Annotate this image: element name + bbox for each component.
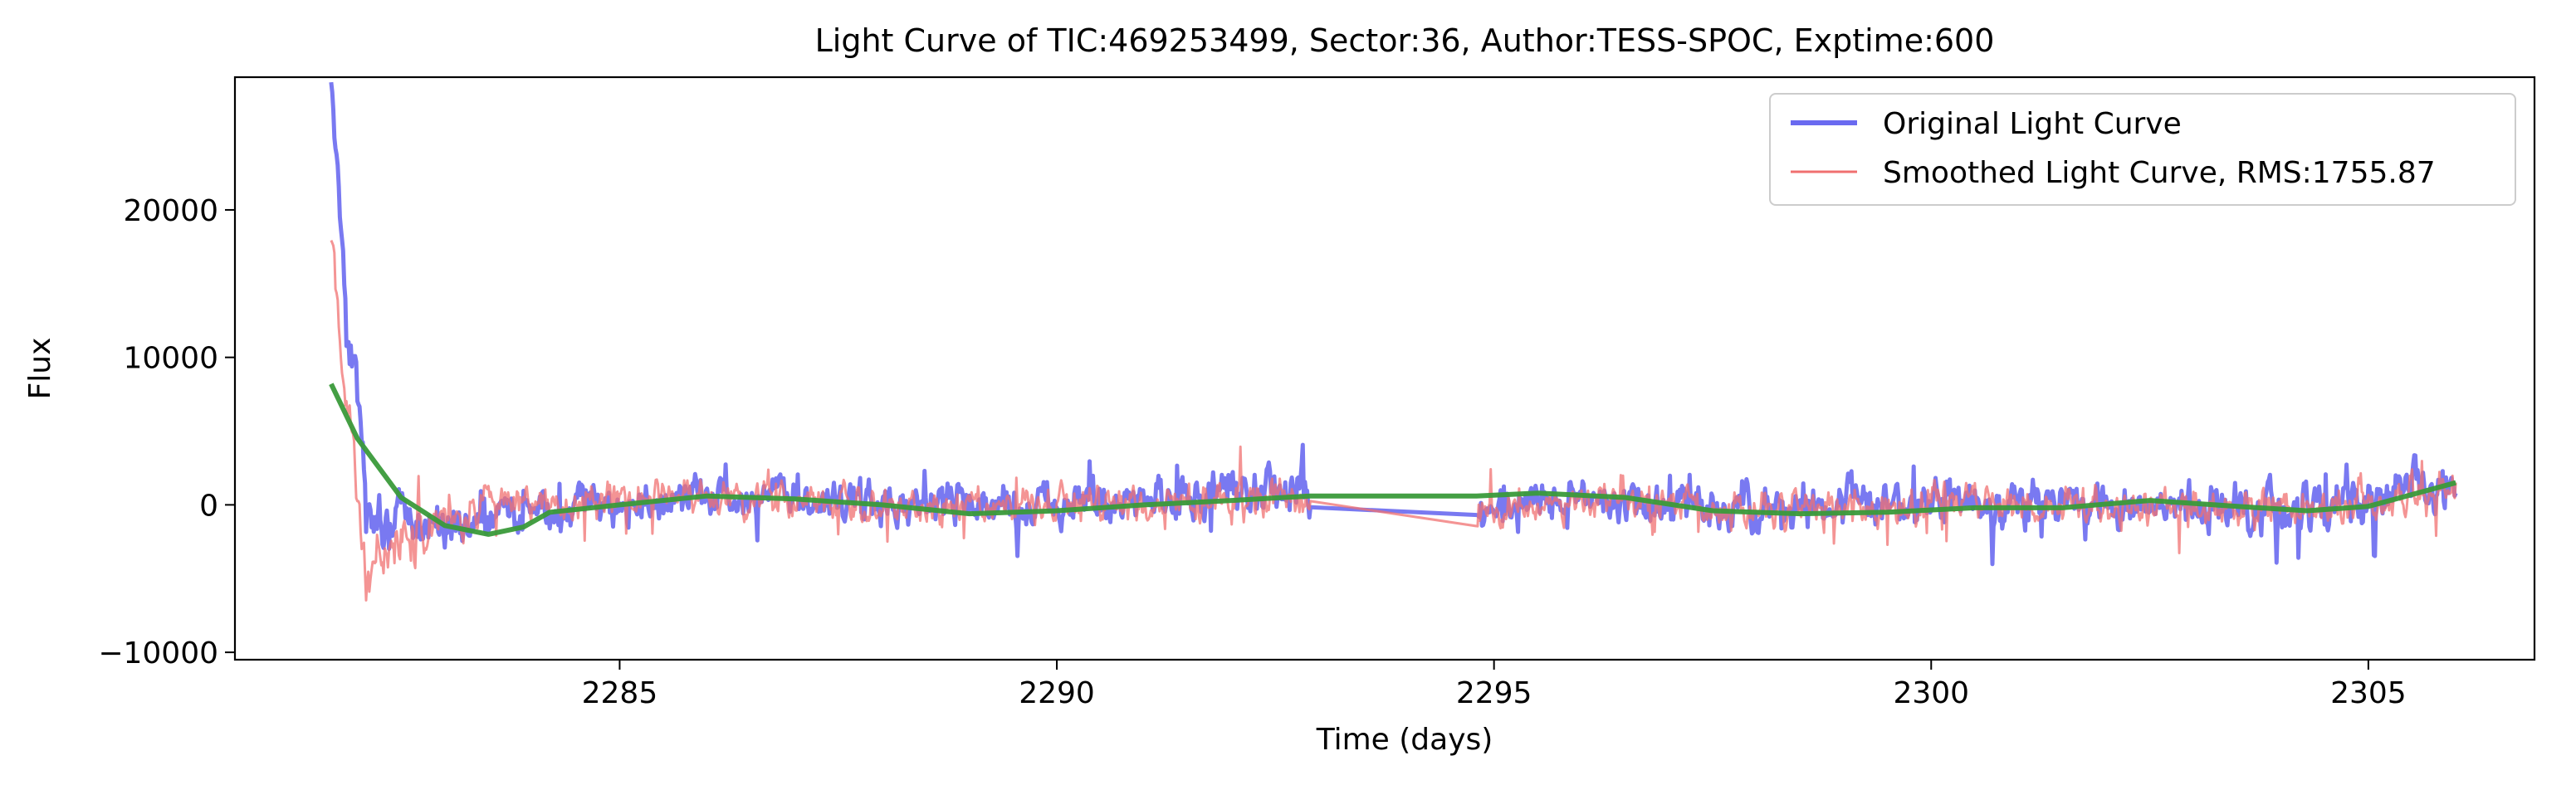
legend-box (1769, 93, 2516, 206)
plot-frame (233, 76, 2536, 661)
x-tick-label: 2305 (2330, 676, 2407, 710)
x-tick-label: 2300 (1893, 676, 1969, 710)
series-layer (329, 81, 2458, 602)
legend-label-smoothed: Smoothed Light Curve, RMS:1755.87 (1883, 156, 2436, 190)
x-axis-label: Time (days) (1316, 723, 1493, 757)
series-line-smoothed (330, 240, 2457, 602)
x-axis: 2285 2290 2295 2300 2305 (582, 660, 2407, 710)
chart-title: Light Curve of TIC:469253499, Sector:36,… (815, 22, 1995, 59)
y-tick-label: 20000 (123, 194, 218, 228)
y-axis-label: Flux (23, 338, 57, 400)
y-tick-label: 10000 (123, 342, 218, 376)
x-tick-label: 2285 (582, 676, 658, 710)
y-axis: −10000 0 10000 20000 (98, 194, 235, 670)
x-tick-label: 2290 (1019, 676, 1095, 710)
series-line-smooth-trend (329, 383, 2456, 537)
x-tick-label: 2295 (1456, 676, 1532, 710)
legend-label-original: Original Light Curve (1883, 107, 2182, 141)
y-tick-label: −10000 (98, 636, 218, 670)
legend: Original Light Curve Smoothed Light Curv… (1769, 93, 2516, 206)
y-tick-label: 0 (199, 489, 218, 523)
